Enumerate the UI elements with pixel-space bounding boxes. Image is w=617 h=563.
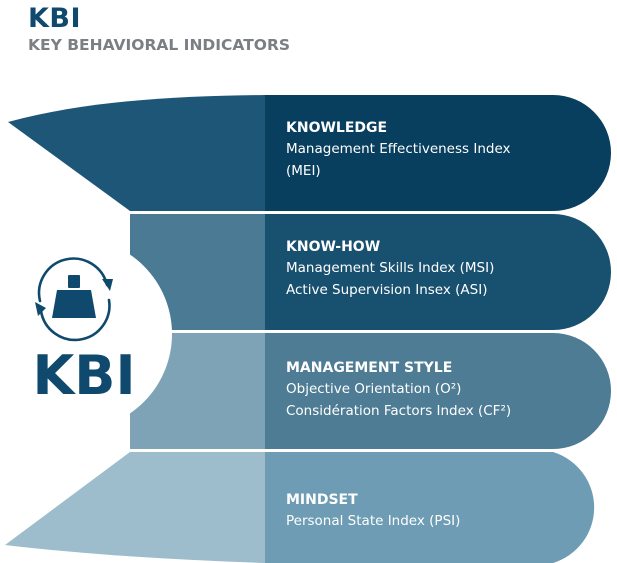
band-knowledge-left [8,95,265,211]
page-title: KBI [28,3,82,34]
band-line: Active Supervision Insex (ASI) [286,282,488,298]
band-line: Personal State Index (PSI) [286,513,461,529]
band-text-mindset: MINDSET Personal State Index (PSI) [286,490,460,532]
band-knowledge-right [265,95,611,211]
band-text-management-style: MANAGEMENT STYLE Objective Orientation (… [286,358,511,422]
band-line: Management Skills Index (MSI) [286,260,495,276]
band-line: Considération Factors Index (CF²) [286,403,512,419]
person-cycle-icon [35,257,113,342]
band-mindset-right [265,452,595,563]
band-line: Objective Orientation (O²) [286,381,462,397]
band-line: Management Effectiveness Index [286,141,511,157]
band-text-know-how: KNOW-HOW Management Skills Index (MSI) A… [286,237,494,301]
band-mindset-left [5,452,265,563]
band-title-know-how: KNOW-HOW [286,239,381,255]
band-management-style-right [265,333,611,449]
band-title-management-style: MANAGEMENT STYLE [286,360,453,376]
band-know-how-right [265,214,611,330]
hub-circle [0,238,172,430]
header: KBI KEY BEHAVIORAL INDICATORS [28,3,291,55]
band-line: (MEI) [286,163,321,179]
band-management-style [130,333,611,449]
band-title-mindset: MINDSET [286,492,358,508]
band-text-knowledge: KNOWLEDGE Management Effectiveness Index… [286,118,511,182]
hub-label: KBI [32,344,136,407]
band-knowledge [8,95,611,211]
page-subtitle: KEY BEHAVIORAL INDICATORS [28,36,291,54]
band-title-knowledge: KNOWLEDGE [286,120,388,136]
band-mindset [5,452,595,563]
